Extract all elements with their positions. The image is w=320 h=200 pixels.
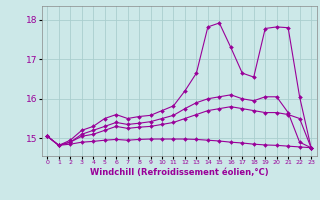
X-axis label: Windchill (Refroidissement éolien,°C): Windchill (Refroidissement éolien,°C) <box>90 168 268 177</box>
